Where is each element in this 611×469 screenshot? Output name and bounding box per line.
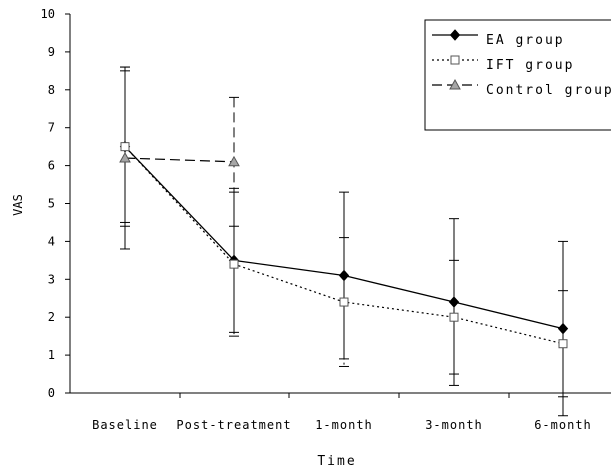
- y-tick-label: 7: [48, 121, 55, 135]
- y-tick-label: 2: [48, 310, 55, 324]
- y-axis-ticks: 0 1 2 3 4 5 6 7 8 9 10: [41, 7, 70, 400]
- data-point: [449, 312, 459, 322]
- x-tick-label: 3-month: [425, 418, 483, 432]
- data-point: [229, 259, 239, 269]
- y-tick-label: 5: [48, 197, 55, 211]
- x-tick-label: Post-treatment: [176, 418, 291, 432]
- y-axis-label: VAS: [11, 194, 25, 216]
- legend-swatch-marker: [449, 78, 461, 90]
- data-point: [339, 297, 349, 307]
- y-tick-label: 6: [48, 159, 55, 173]
- x-axis-label: Time: [317, 454, 356, 469]
- data-point: [120, 142, 130, 152]
- data-point: [557, 322, 569, 335]
- legend-swatch-marker: [449, 29, 461, 41]
- y-tick-label: 4: [48, 234, 55, 248]
- y-tick-label: 3: [48, 272, 55, 286]
- y-tick-label: 8: [48, 83, 55, 97]
- y-tick-label: 9: [48, 45, 55, 59]
- legend-label: EA group: [486, 33, 565, 48]
- legend-label: IFT group: [486, 58, 574, 73]
- legend-swatch-marker: [450, 55, 460, 65]
- legend-label: Control group: [486, 83, 611, 98]
- y-tick-label: 0: [48, 386, 55, 400]
- data-point: [448, 296, 460, 308]
- y-tick-label: 1: [48, 348, 55, 362]
- x-tick-label: Baseline: [92, 418, 158, 432]
- y-tick-label: 10: [41, 7, 55, 21]
- series-line: [124, 157, 235, 163]
- series-markers: [119, 140, 569, 349]
- x-tick-label: 1-month: [315, 418, 373, 432]
- data-point: [119, 151, 131, 163]
- x-tick-label: 6-month: [534, 418, 592, 432]
- data-point: [338, 269, 350, 282]
- legend: EA group IFT group Control group: [424, 19, 611, 131]
- x-axis-ticks: Baseline Post-treatment 1-month 3-month 6-mo…: [92, 393, 592, 432]
- data-point: [228, 155, 240, 167]
- data-point: [558, 339, 568, 349]
